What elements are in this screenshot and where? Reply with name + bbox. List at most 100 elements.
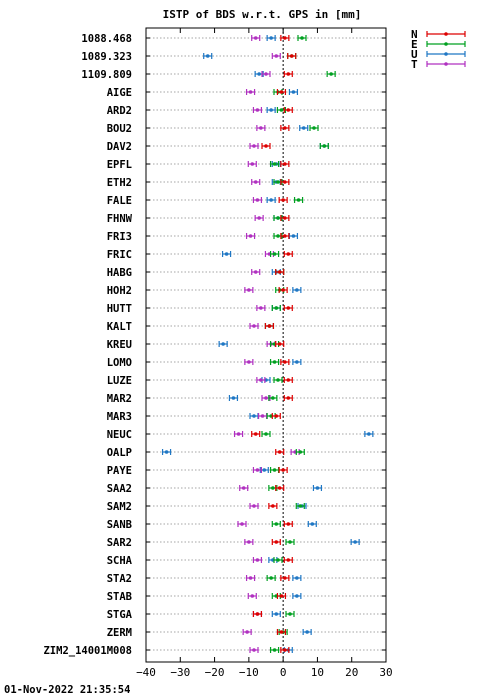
mark-t [247,593,257,599]
legend-marker [444,42,448,46]
mark-n [261,143,271,149]
mark-t [244,359,254,365]
mark-n [283,305,293,311]
legend-item-t: T [411,58,466,71]
station-label: BOU2 [107,123,132,135]
mark-e [285,539,295,545]
mark-n [275,449,285,455]
legend-label: U [411,48,418,61]
mark-u [288,89,299,95]
legend-marker [444,32,448,36]
mark-e [309,125,319,131]
x-tick-label: 10 [311,666,324,679]
station-label: STA2 [107,573,132,585]
mark-n [268,503,278,509]
x-tick-label: 20 [345,666,358,679]
mark-u [302,629,312,635]
mark-t [254,215,264,221]
mark-t [256,125,266,131]
mark-t [244,287,254,293]
station-label: SAR2 [107,537,132,549]
station-label: ZERM [107,627,132,639]
station-label: KREU [107,339,132,351]
mark-u [299,125,309,131]
mark-e [266,575,276,581]
mark-n [280,161,290,167]
mark-t [242,629,252,635]
station-label: FRI3 [107,231,132,243]
mark-n [287,53,297,59]
mark-e [271,305,281,311]
footer-timestamp: 01-Nov-2022 21:35:54 [4,684,130,695]
mark-t [252,197,263,203]
mark-u [161,449,172,455]
mark-n [283,521,293,527]
station-label: SAA2 [107,483,132,495]
mark-n [280,179,290,185]
legend-marker [444,52,448,56]
station-label: EPFL [107,159,132,171]
mark-e [285,611,295,617]
mark-t [237,521,247,527]
mark-t [249,143,259,149]
station-label: HOH2 [107,285,132,297]
mark-u [221,251,232,257]
legend-label: E [411,38,418,51]
mark-n [278,197,288,203]
mark-n [283,71,293,77]
station-label: KALT [107,321,132,333]
station-label: AIGE [107,87,132,99]
station-label: SANB [107,519,132,531]
mark-n [271,539,281,545]
x-tick-label: −20 [205,666,225,679]
station-label: MAR3 [107,411,132,423]
station-label: 1089.323 [81,51,132,63]
mark-n [252,611,263,617]
mark-n [283,377,293,383]
mark-t [239,485,249,491]
station-label: FRIC [107,249,132,261]
mark-n [276,629,287,635]
legend-marker [444,62,448,66]
mark-u [218,341,228,347]
mark-e [269,359,280,365]
station-label: MAR2 [107,393,132,405]
mark-t [256,377,266,383]
mark-t [247,161,257,167]
station-label: 1088.468 [81,33,132,45]
mark-n [283,251,293,257]
chart-title: ISTP of BDS w.r.t. GPS in [mm] [163,8,362,21]
mark-n [275,341,285,347]
station-label: ZIM2_14001M008 [43,645,132,657]
mark-u [266,35,276,41]
mark-n [283,395,293,401]
mark-t [252,467,263,473]
mark-n [275,485,285,491]
mark-e [273,557,283,563]
mark-t [251,179,261,185]
mark-u [292,593,302,599]
mark-t [257,413,268,419]
mark-n [275,269,285,275]
x-tick-label: −10 [239,666,259,679]
mark-t [249,323,259,329]
station-label: 1109.809 [81,69,132,81]
mark-t [251,269,261,275]
mark-n [280,575,290,581]
mark-u [350,539,360,545]
mark-n [280,359,290,365]
mark-e [295,449,305,455]
station-label: STGA [107,609,133,621]
mark-u [307,521,317,527]
mark-u [292,287,302,293]
station-label: PAYE [107,465,132,477]
mark-e [297,35,307,41]
mark-e [293,197,304,203]
mark-e [269,467,280,473]
mark-n [278,467,288,473]
mark-t [261,71,271,77]
mark-u [203,53,213,59]
station-label: STAB [107,591,132,603]
mark-n [280,215,290,221]
